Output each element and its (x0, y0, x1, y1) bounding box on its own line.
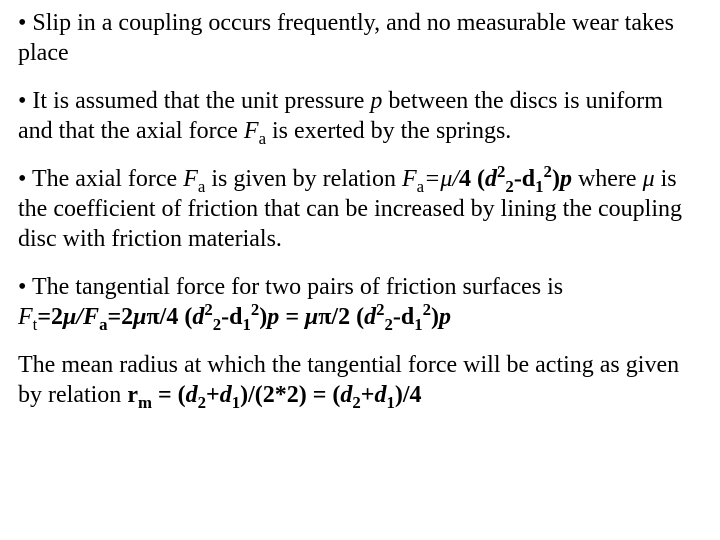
text-run: + (206, 382, 220, 408)
text-run: d (364, 304, 376, 330)
text-run: + (361, 382, 375, 408)
text-run: r (127, 382, 138, 408)
text-run: ) (431, 304, 439, 330)
text-run: Slip in a coupling occurs frequently, an… (18, 10, 674, 66)
text-run: 2 ( (338, 304, 364, 330)
text-run: =2 (37, 304, 63, 330)
text-run: 2 (385, 315, 393, 334)
bullet-3: • The axial force Fa is given by relatio… (18, 164, 702, 254)
text-run: = (424, 166, 440, 192)
text-run: is given by relation (205, 166, 402, 192)
bullet-2: • It is assumed that the unit pressure p… (18, 86, 702, 146)
text-run: 2 (251, 300, 259, 319)
text-run: F (183, 166, 198, 192)
text-run: p (370, 88, 382, 114)
text-run: μ (643, 166, 655, 192)
bullet-1: • Slip in a coupling occurs frequently, … (18, 8, 702, 68)
text-run: 1 (232, 393, 240, 412)
text-run: 2 (213, 315, 221, 334)
text-run: 4 ( (459, 166, 485, 192)
text-run: 1 (242, 315, 250, 334)
text-run: p (439, 304, 451, 330)
text-run: = ( (152, 382, 186, 408)
text-run: 4 ( (166, 304, 192, 330)
text-run: 1 (535, 177, 543, 196)
text-run: d (186, 382, 198, 408)
text-run: )/(2*2) = ( (240, 382, 340, 408)
text-run: 2 (505, 177, 513, 196)
text-run: 2 (544, 162, 552, 181)
bullet-4: • The tangential force for two pairs of … (18, 272, 702, 332)
text-run: p (560, 166, 572, 192)
text-run: The tangential force for two pairs of fr… (32, 274, 563, 300)
text-run: 2 (204, 300, 212, 319)
text-run: F (402, 166, 417, 192)
text-run: μ/ (63, 304, 83, 330)
text-run: F (18, 304, 33, 330)
text-run: 1 (414, 315, 422, 334)
text-run: -d (393, 304, 414, 330)
text-run: μ/ (440, 166, 459, 192)
text-run: d (220, 382, 232, 408)
text-run: F (83, 304, 99, 330)
text-run: m (138, 393, 152, 412)
text-run: 1 (386, 393, 394, 412)
text-run: =2 (107, 304, 133, 330)
slide-body: • Slip in a coupling occurs frequently, … (0, 0, 720, 422)
text-run: The axial force (32, 166, 183, 192)
text-run: a (259, 129, 266, 148)
text-run: -d (514, 166, 535, 192)
text-run: is exerted by the springs. (266, 118, 511, 144)
text-run: μ (305, 304, 318, 330)
text-run: d (340, 382, 352, 408)
text-run: μ (133, 304, 146, 330)
text-run: 2 (376, 300, 384, 319)
text-run: )/4 (395, 382, 422, 408)
text-run: 2 (198, 393, 206, 412)
text-run: a (417, 177, 424, 196)
text-run: π/ (147, 304, 167, 330)
text-run: where (572, 166, 643, 192)
text-run: d (192, 304, 204, 330)
text-run: ) (552, 166, 560, 192)
text-run: π/ (318, 304, 338, 330)
text-run: 2 (423, 300, 431, 319)
bullet-5: The mean radius at which the tangential … (18, 350, 702, 410)
text-run: d (485, 166, 497, 192)
text-run: -d (221, 304, 242, 330)
text-run: F (244, 118, 259, 144)
text-run: d (374, 382, 386, 408)
text-run: 2 (352, 393, 360, 412)
text-run: It is assumed that the unit pressure (32, 88, 370, 114)
text-run: p = (267, 304, 305, 330)
